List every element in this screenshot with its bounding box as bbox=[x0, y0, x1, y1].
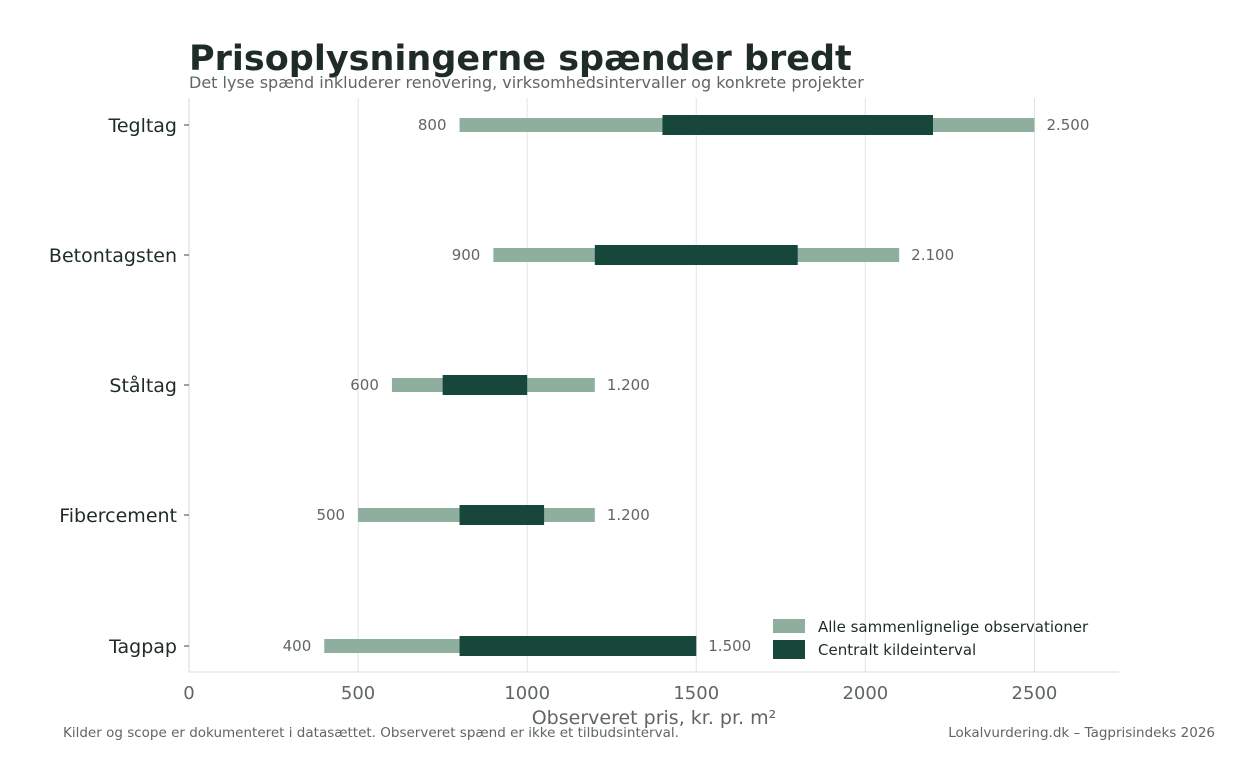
legend-label-central-interval: Centralt kildeinterval bbox=[818, 641, 976, 659]
min-value-label: 600 bbox=[350, 376, 379, 394]
x-tick-label: 500 bbox=[341, 683, 375, 704]
category-label: Fibercement bbox=[59, 505, 177, 527]
min-value-label: 900 bbox=[452, 246, 481, 264]
central-interval-bar bbox=[442, 375, 528, 395]
legend-label-all-observations: Alle sammenlignelige observationer bbox=[818, 618, 1089, 636]
x-axis-label: Observeret pris, kr. pr. m² bbox=[532, 707, 777, 729]
x-tick-label: 0 bbox=[183, 683, 194, 704]
max-value-label: 1.200 bbox=[607, 506, 650, 524]
value-labels: 0 500 1000 1500 2000 2500 Tegltag 800 2.500 Beton… bbox=[49, 115, 1089, 704]
max-value-label: 2.100 bbox=[911, 246, 954, 264]
bars bbox=[324, 115, 1035, 656]
max-value-label: 1.200 bbox=[607, 376, 650, 394]
category-label: Ståltag bbox=[109, 374, 177, 397]
central-interval-bar bbox=[662, 115, 933, 135]
legend: Alle sammenlignelige observationer Centr… bbox=[773, 618, 1089, 659]
category-label: Betontagsten bbox=[49, 245, 177, 267]
axes bbox=[184, 98, 1119, 673]
footer-credit: Lokalvurdering.dk – Tagprisindeks 2026 bbox=[948, 725, 1215, 741]
central-interval-bar bbox=[594, 245, 798, 265]
chart-title: Prisoplysningerne spænder bredt bbox=[189, 39, 852, 79]
max-value-label: 1.500 bbox=[708, 637, 751, 655]
x-tick-label: 2000 bbox=[842, 683, 888, 704]
chart-subtitle: Det lyse spænd inkluderer renovering, vi… bbox=[189, 73, 864, 92]
max-value-label: 2.500 bbox=[1046, 116, 1089, 134]
min-value-label: 400 bbox=[283, 637, 312, 655]
central-interval-bar bbox=[459, 505, 545, 525]
footer-source-note: Kilder og scope er dokumenteret i datasæ… bbox=[63, 725, 679, 741]
category-label: Tegltag bbox=[107, 115, 177, 137]
min-value-label: 500 bbox=[316, 506, 345, 524]
x-tick-label: 1000 bbox=[504, 683, 550, 704]
min-value-label: 800 bbox=[418, 116, 447, 134]
x-tick-label: 2500 bbox=[1012, 683, 1058, 704]
legend-swatch-all-observations bbox=[773, 619, 805, 633]
x-tick-label: 1500 bbox=[673, 683, 719, 704]
central-interval-bar bbox=[459, 636, 697, 656]
category-label: Tagpap bbox=[108, 636, 177, 658]
legend-swatch-central-interval bbox=[773, 640, 805, 659]
